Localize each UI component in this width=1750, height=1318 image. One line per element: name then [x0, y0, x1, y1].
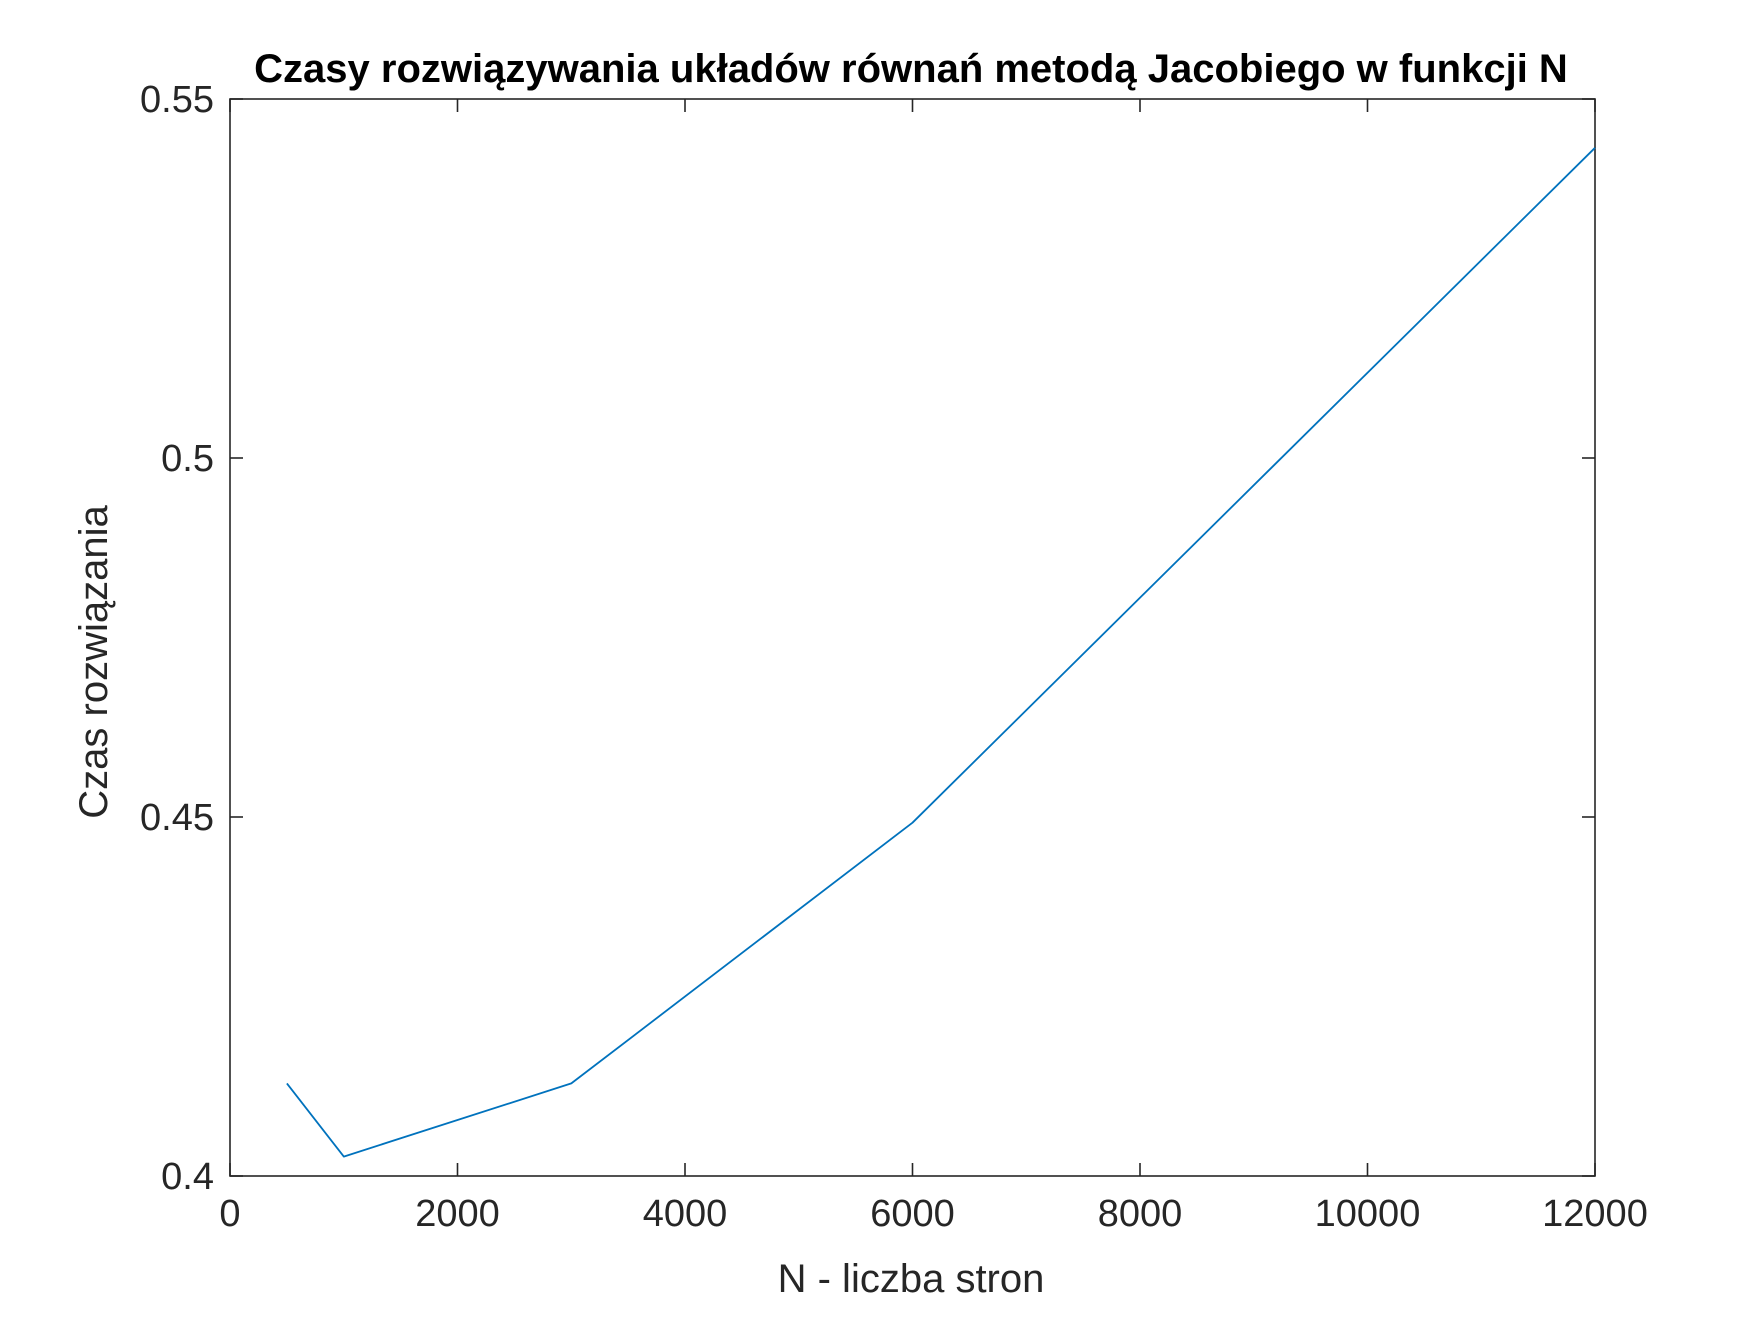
x-tick-label: 2000 [415, 1193, 500, 1235]
y-tick-label: 0.4 [161, 1156, 214, 1198]
x-tick-label: 4000 [643, 1193, 728, 1235]
x-axis-label: N - liczba stron [778, 1257, 1045, 1301]
plot-area: 0 2000 4000 6000 8000 10000 12000 0.4 0.45 0.5 0.5… [140, 79, 1648, 1235]
y-tick-label: 0.55 [140, 79, 214, 121]
x-tick-label: 8000 [1098, 1193, 1183, 1235]
x-tick-label: 10000 [1315, 1193, 1421, 1235]
series-line [286, 147, 1596, 1158]
y-axis-label: Czas rozwiązania [72, 505, 116, 819]
x-tick-label: 0 [219, 1193, 240, 1235]
chart-title: Czasy rozwiązywania układów równań metod… [254, 47, 1568, 91]
y-tick-label: 0.5 [161, 438, 214, 480]
x-tick-label: 12000 [1542, 1193, 1648, 1235]
y-tick-label: 0.45 [140, 797, 214, 839]
x-tick-label: 6000 [870, 1193, 955, 1235]
